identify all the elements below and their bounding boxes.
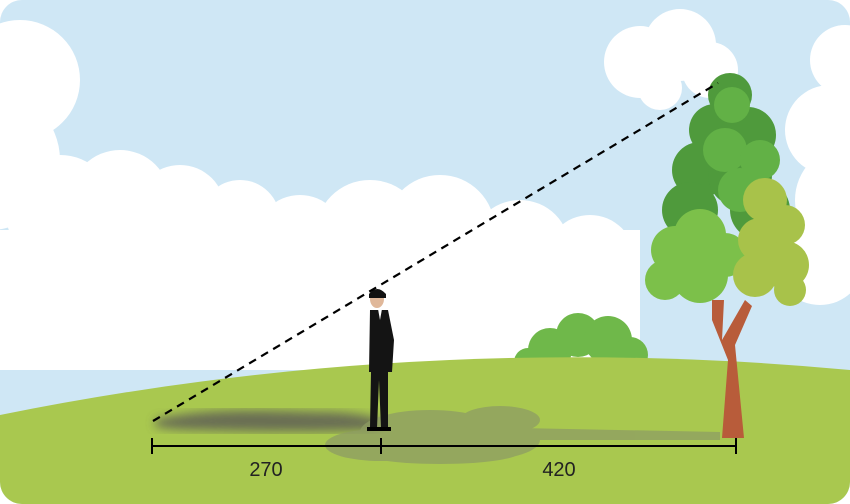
sight-line xyxy=(152,82,719,422)
tree-shadow xyxy=(325,406,720,464)
person-shadow xyxy=(155,410,380,432)
cloud-shape xyxy=(0,9,850,370)
measurement-line xyxy=(151,438,737,454)
person-figure xyxy=(367,289,394,431)
shadow-length-label: 270 xyxy=(249,459,282,481)
distance-label: 420 xyxy=(542,459,575,481)
tree-figure xyxy=(645,73,809,438)
